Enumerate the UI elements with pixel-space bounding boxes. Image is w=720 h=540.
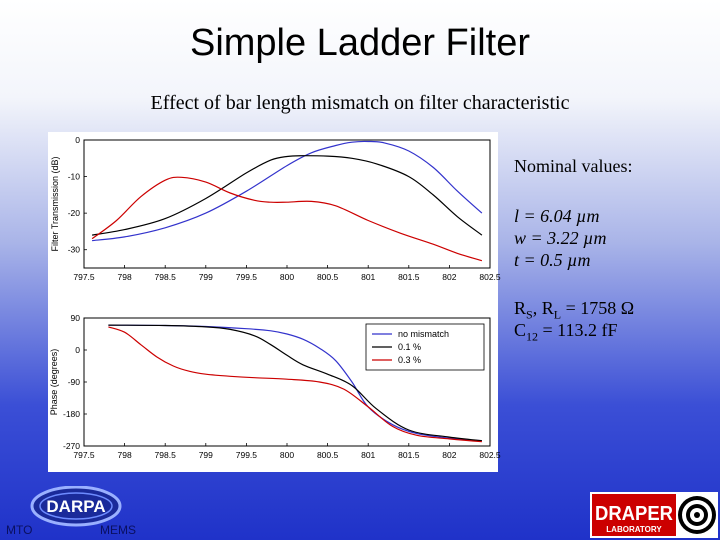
transmission-ytick-label: -30	[68, 245, 81, 255]
phase-xtick-label: 800	[280, 450, 294, 460]
transmission-ytick-label: 0	[75, 135, 80, 145]
transmission-xtick-label: 802.5	[479, 272, 501, 282]
phase-chart: Phase (degrees) 797.5 798 798.5 799 799.5 800…	[49, 313, 501, 460]
transmission-xtick-label: 802	[442, 272, 456, 282]
phase-xtick-label: 802.5	[479, 450, 501, 460]
transmission-xtick-label: 800	[280, 272, 294, 282]
darpa-logo: DARPA MTO MEMS	[6, 486, 136, 537]
draper-logo: DRAPER LABORATORY	[590, 492, 718, 538]
slide-subtitle: Effect of bar length mismatch on filter …	[150, 92, 570, 114]
param-rs-rl: RS, RL = 1758 Ω	[514, 298, 635, 322]
mems-text: MEMS	[100, 523, 136, 537]
phase-xtick-label: 798.5	[155, 450, 177, 460]
phase-xtick-label: 797.5	[73, 450, 95, 460]
transmission-plot-area	[83, 139, 491, 269]
param-c12: C12 = 113.2 fF	[514, 320, 618, 344]
transmission-xtick-label: 800.5	[317, 272, 339, 282]
transmission-series-1	[92, 155, 483, 236]
transmission-ytick-label: -20	[68, 208, 81, 218]
phase-series-0	[108, 324, 482, 442]
param-w: w = 3.22 µm	[514, 228, 607, 248]
phase-xtick-label: 798	[118, 450, 132, 460]
draper-red-block	[592, 494, 676, 536]
transmission-series-2	[91, 176, 483, 262]
phase-series-2	[108, 326, 482, 443]
transmission-chart: Filter Transmission (dB) 797.5 798 798.5 79…	[50, 135, 501, 282]
param-l: l = 6.04 µm	[514, 206, 600, 226]
phase-ytick-label: 0	[75, 345, 80, 355]
phase-ytick-label: 90	[71, 313, 81, 323]
laboratory-text: LABORATORY	[606, 525, 662, 534]
transmission-xtick-label: 798	[118, 272, 132, 282]
transmission-xtick-label: 797.5	[73, 272, 95, 282]
draper-text: DRAPER	[595, 503, 674, 525]
phase-xtick-label: 801.5	[398, 450, 420, 460]
transmission-xtick-label: 801.5	[398, 272, 420, 282]
darpa-text: DARPA	[46, 497, 105, 516]
phase-series-1	[108, 324, 482, 442]
phase-xtick-label: 800.5	[317, 450, 339, 460]
phase-xtick-label: 802	[442, 450, 456, 460]
transmission-ytick-label: -10	[68, 172, 81, 182]
phase-ytick-label: -90	[68, 377, 81, 387]
transmission-xtick-label: 799.5	[236, 272, 258, 282]
legend-label-no-mismatch: no mismatch	[398, 329, 449, 339]
phase-ylabel: Phase (degrees)	[49, 349, 59, 416]
legend-label-0-3: 0.3 %	[398, 355, 421, 365]
legend-label-0-1: 0.1 %	[398, 342, 421, 352]
param-t: t = 0.5 µm	[514, 250, 591, 270]
transmission-xtick-label: 801	[361, 272, 375, 282]
phase-xtick-label: 799.5	[236, 450, 258, 460]
phase-ytick-label: -270	[63, 441, 80, 451]
slide-title: Simple Ladder Filter	[189, 22, 531, 64]
phase-legend: no mismatch 0.1 % 0.3 %	[365, 323, 485, 371]
phase-xtick-label: 799	[199, 450, 213, 460]
phase-xtick-label: 801	[361, 450, 375, 460]
transmission-xtick-label: 799	[199, 272, 213, 282]
nominal-values-heading: Nominal values:	[514, 156, 633, 176]
mto-text: MTO	[6, 523, 32, 537]
transmission-xtick-label: 798.5	[155, 272, 177, 282]
draper-target-icon	[678, 496, 716, 534]
phase-ytick-label: -180	[63, 409, 80, 419]
transmission-ylabel: Filter Transmission (dB)	[50, 156, 60, 251]
darpa-ring-icon	[39, 492, 113, 520]
transmission-series-0	[92, 140, 483, 242]
darpa-emblem-icon	[30, 486, 122, 527]
